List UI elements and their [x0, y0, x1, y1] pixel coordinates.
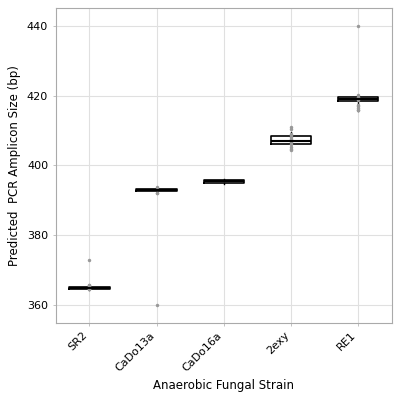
X-axis label: Anaerobic Fungal Strain: Anaerobic Fungal Strain — [153, 379, 294, 392]
Y-axis label: Predicted  PCR Amplicon Size (bp): Predicted PCR Amplicon Size (bp) — [8, 65, 21, 266]
